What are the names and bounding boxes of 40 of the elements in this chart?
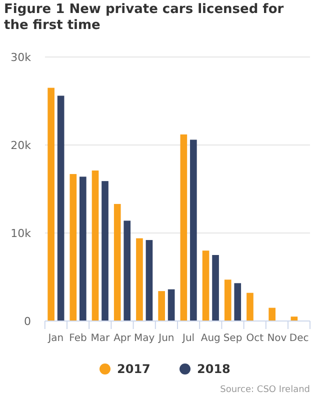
bar bbox=[158, 291, 165, 321]
y-tick-label: 10k bbox=[10, 226, 32, 240]
source-note: Source: CSO Ireland bbox=[220, 385, 310, 395]
bar bbox=[146, 240, 153, 321]
bar bbox=[102, 181, 108, 321]
bar bbox=[202, 250, 210, 321]
x-tick-label: Nov bbox=[267, 333, 287, 344]
bar bbox=[234, 283, 242, 321]
bar bbox=[70, 174, 77, 321]
x-tick-label: Aug bbox=[200, 333, 220, 344]
x-tick-label: Mar bbox=[90, 333, 110, 344]
bar bbox=[48, 88, 54, 321]
x-tick-label: Oct bbox=[246, 333, 264, 344]
x-tick-label: Jan bbox=[47, 333, 64, 344]
bar bbox=[246, 292, 254, 321]
y-tick-label: 0 bbox=[24, 314, 31, 328]
bar bbox=[190, 140, 197, 321]
bar bbox=[57, 96, 64, 321]
bar bbox=[136, 238, 143, 321]
bar bbox=[180, 134, 188, 321]
x-tick-label: Dec bbox=[289, 333, 309, 344]
bar bbox=[224, 280, 232, 321]
x-tick-label: Jul bbox=[182, 333, 195, 344]
y-tick-label: 20k bbox=[10, 138, 32, 152]
x-tick-label: Feb bbox=[69, 333, 87, 344]
bar bbox=[168, 289, 175, 321]
bar bbox=[124, 220, 131, 321]
bar bbox=[92, 170, 99, 321]
chart-title: Figure 1 New private cars licensed for the first time bbox=[4, 2, 285, 34]
legend-label: 2017 bbox=[117, 362, 150, 376]
bar bbox=[114, 204, 121, 321]
x-tick-label: May bbox=[134, 333, 155, 344]
legend-label: 2018 bbox=[197, 362, 230, 376]
bar bbox=[268, 308, 276, 321]
x-tick-label: Jun bbox=[158, 333, 174, 344]
x-tick-label: Sep bbox=[223, 333, 242, 344]
bar bbox=[80, 176, 86, 321]
y-tick-label: 30k bbox=[10, 50, 32, 64]
x-tick-label: Apr bbox=[114, 333, 132, 344]
bar bbox=[212, 255, 219, 321]
